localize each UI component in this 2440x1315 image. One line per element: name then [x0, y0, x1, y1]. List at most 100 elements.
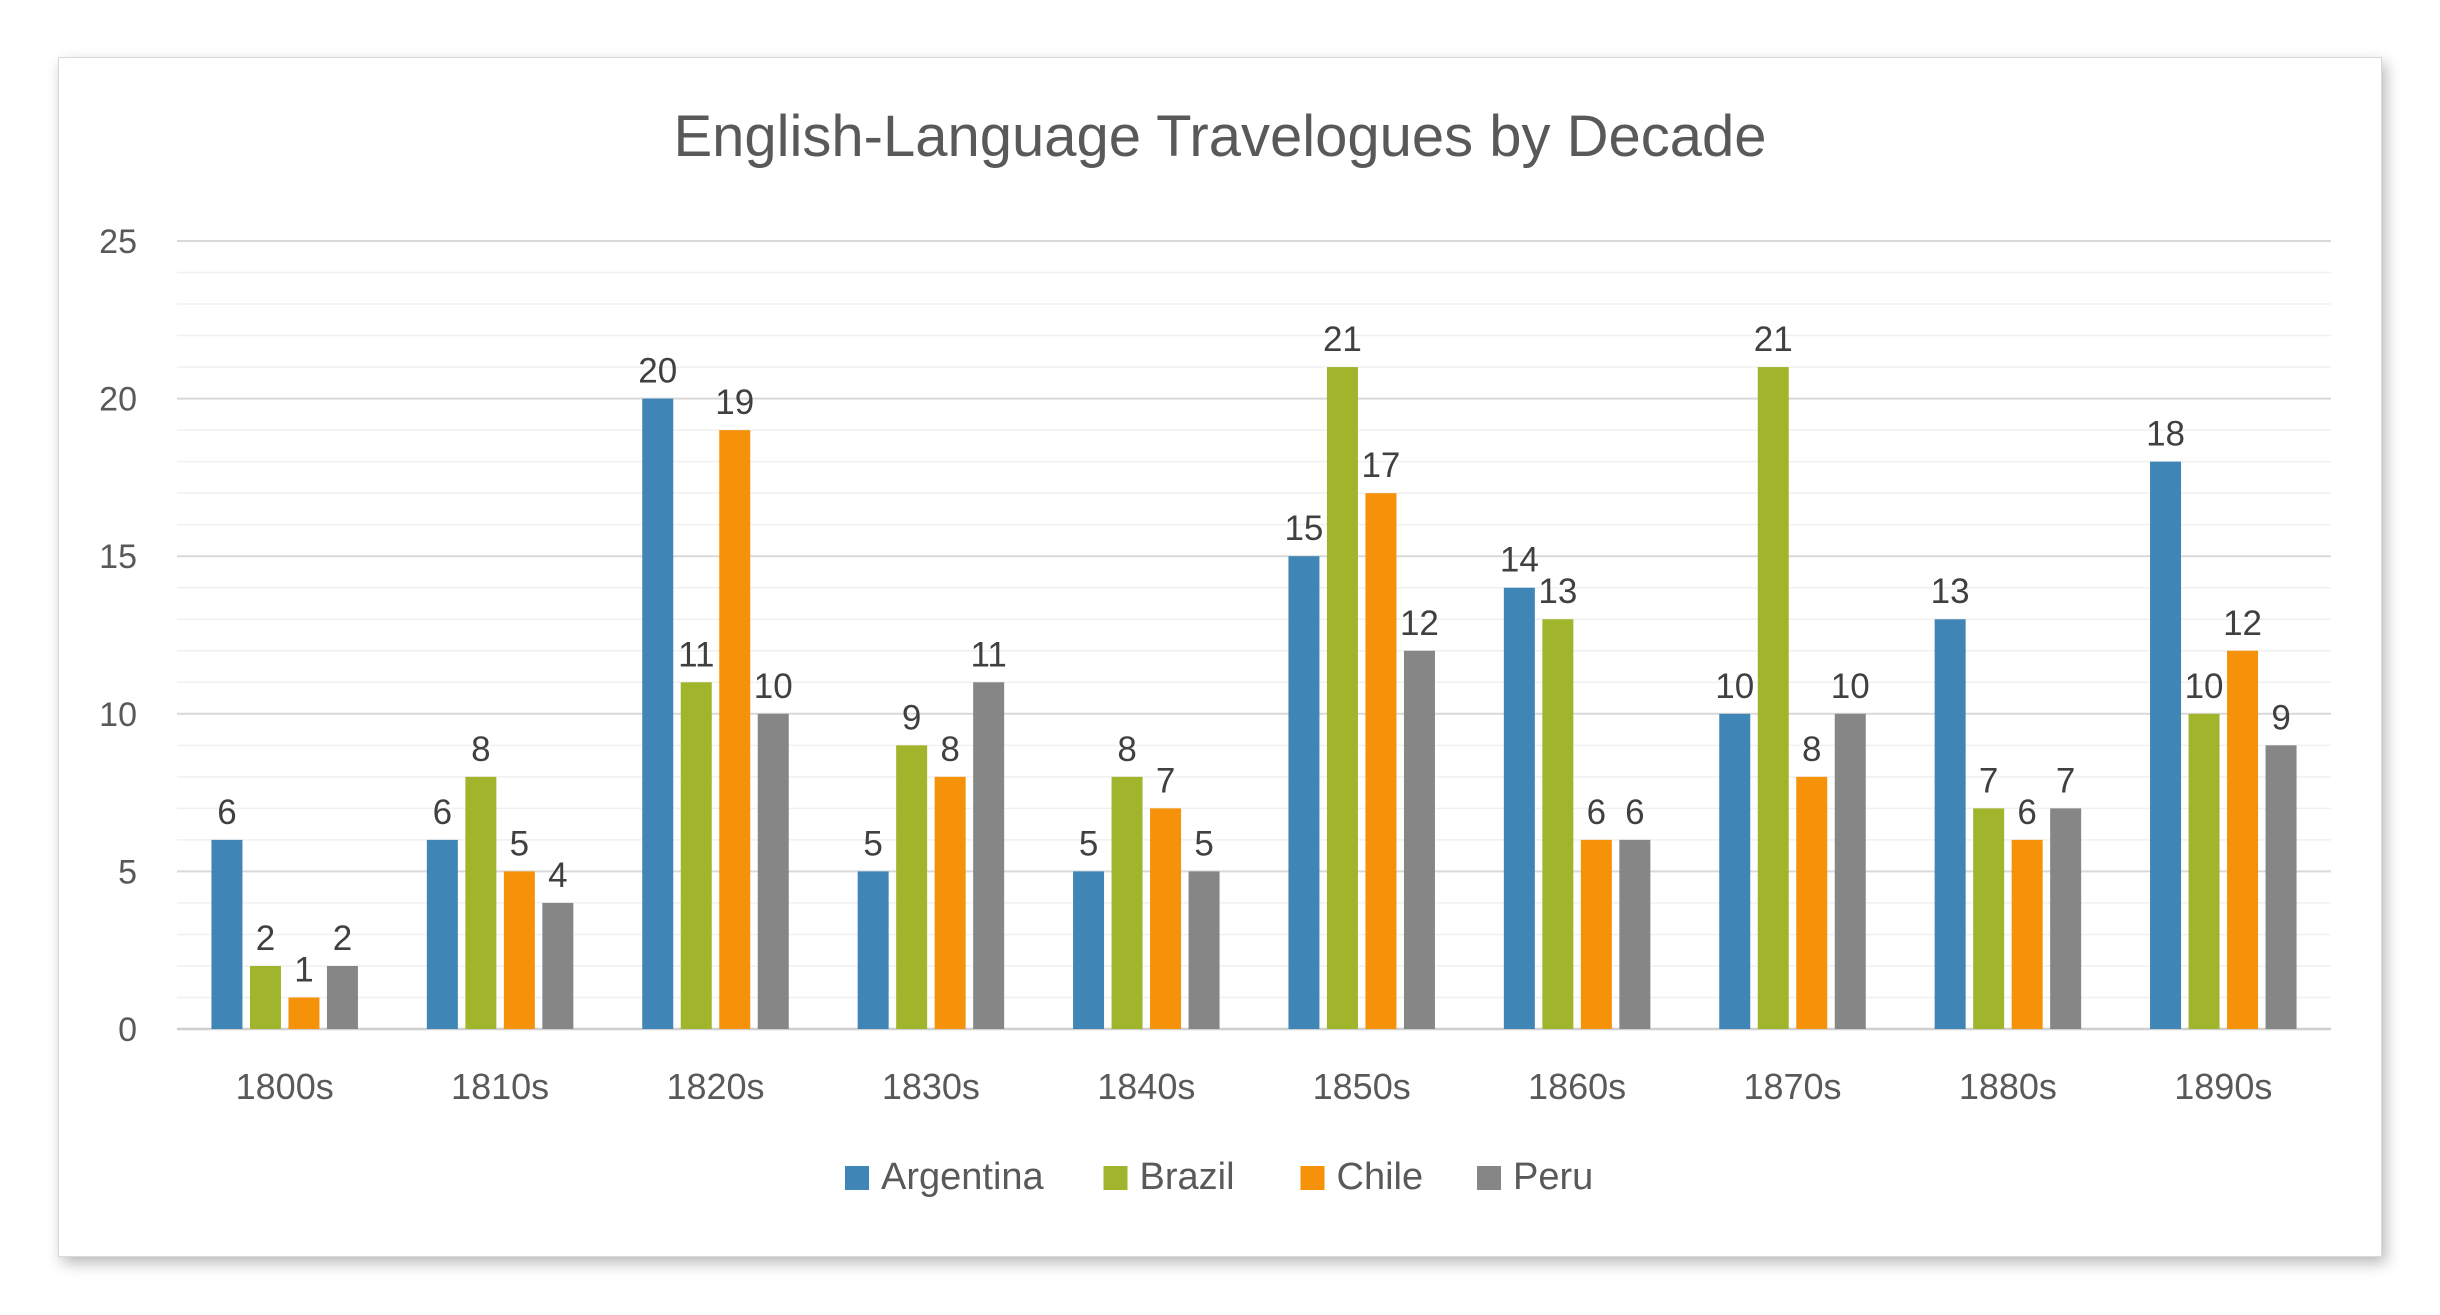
x-tick-label: 1810s	[451, 1066, 549, 1107]
data-label: 4	[548, 856, 567, 895]
bar	[503, 871, 535, 1029]
legend-label: Peru	[1513, 1156, 1593, 1198]
bar	[1288, 556, 1320, 1029]
data-label: 13	[1931, 572, 1970, 611]
bar	[465, 776, 497, 1029]
x-tick-label: 1830s	[882, 1066, 980, 1107]
bar	[1403, 650, 1435, 1029]
gridlines	[177, 240, 2331, 1031]
data-label: 10	[1715, 667, 1754, 706]
bar	[719, 430, 751, 1029]
legend: Argentina Brazil Chile Peru	[845, 1156, 1593, 1198]
data-label: 18	[2146, 415, 2185, 454]
data-label: 5	[863, 824, 882, 863]
data-label: 9	[902, 698, 921, 737]
x-axis: 1800s 1810s 1820s 1830s 1840s 1850s 1860s 1870s…	[236, 1066, 2273, 1107]
bar	[249, 965, 281, 1029]
data-label: 10	[2185, 667, 2224, 706]
data-label: 2	[256, 919, 275, 958]
bar	[973, 682, 1005, 1029]
bar	[2265, 745, 2297, 1029]
legend-swatch	[1477, 1166, 1501, 1190]
y-tick-label: 25	[99, 223, 137, 261]
bar	[288, 997, 320, 1029]
bar	[2227, 650, 2259, 1029]
chart-svg: English-Language Travelogues by Decade 0…	[99, 104, 2331, 1198]
data-label: 8	[940, 730, 959, 769]
data-label: 14	[1500, 541, 1539, 580]
bar	[1111, 776, 1143, 1029]
data-label: 6	[2017, 793, 2036, 832]
legend-label: Argentina	[881, 1156, 1045, 1198]
bar	[642, 398, 674, 1030]
x-tick-label: 1850s	[1313, 1066, 1411, 1107]
y-tick-label: 20	[99, 381, 137, 419]
bar	[1503, 587, 1535, 1029]
legend-swatch	[845, 1166, 869, 1190]
y-axis: 0 5 10 15 20 25	[99, 223, 137, 1049]
bar	[1150, 808, 1182, 1029]
bar	[2011, 839, 2043, 1029]
data-label: 17	[1361, 446, 1400, 485]
data-label: 6	[433, 793, 452, 832]
data-label: 7	[2056, 761, 2075, 800]
data-label: 8	[1117, 730, 1136, 769]
x-tick-label: 1820s	[666, 1066, 764, 1107]
chart-card: English-Language Travelogues by Decade 0…	[58, 57, 2382, 1257]
bar	[1619, 839, 1651, 1029]
data-label: 12	[2223, 604, 2262, 643]
data-label: 20	[638, 352, 677, 391]
bar	[1973, 808, 2005, 1029]
bar	[1188, 871, 1220, 1029]
bar	[542, 902, 574, 1029]
data-label: 7	[1979, 761, 1998, 800]
x-tick-label: 1890s	[2174, 1066, 2272, 1107]
y-tick-label: 0	[118, 1011, 137, 1049]
bar	[1073, 871, 1105, 1029]
bar	[1542, 619, 1574, 1029]
y-tick-label: 5	[118, 853, 137, 891]
legend-swatch	[1103, 1166, 1128, 1190]
bars	[211, 367, 2297, 1030]
x-tick-label: 1880s	[1959, 1066, 2057, 1107]
data-label: 5	[1079, 824, 1098, 863]
y-tick-label: 15	[99, 538, 137, 576]
bar	[1796, 776, 1828, 1029]
bar	[326, 965, 358, 1029]
bar	[857, 871, 889, 1029]
legend-swatch	[1300, 1166, 1325, 1190]
bar	[1934, 619, 1966, 1029]
x-tick-label: 1870s	[1743, 1066, 1841, 1107]
bar	[896, 745, 928, 1029]
bar	[211, 839, 243, 1029]
data-label: 9	[2271, 698, 2290, 737]
y-tick-label: 10	[99, 696, 137, 734]
data-label: 5	[510, 824, 529, 863]
data-label: 6	[1625, 793, 1644, 832]
bar	[1719, 713, 1751, 1029]
data-label: 6	[1587, 793, 1606, 832]
bar	[757, 713, 789, 1029]
data-label: 21	[1323, 320, 1362, 359]
x-tick-label: 1860s	[1528, 1066, 1626, 1107]
bar	[934, 776, 966, 1029]
bar	[1757, 367, 1789, 1030]
x-tick-label: 1840s	[1097, 1066, 1195, 1107]
bar	[2188, 713, 2220, 1029]
data-label: 15	[1284, 509, 1323, 548]
legend-label: Brazil	[1140, 1156, 1235, 1198]
data-label: 1	[294, 950, 313, 989]
bar	[1365, 493, 1397, 1029]
bar	[426, 839, 458, 1029]
data-label: 2	[333, 919, 352, 958]
data-label: 10	[1831, 667, 1870, 706]
bar	[1834, 713, 1866, 1029]
data-label: 11	[678, 635, 714, 674]
data-label: 11	[970, 635, 1006, 674]
data-label: 13	[1538, 572, 1577, 611]
bar	[680, 682, 712, 1029]
data-label: 5	[1194, 824, 1213, 863]
bar	[2150, 461, 2182, 1029]
data-label: 10	[754, 667, 793, 706]
